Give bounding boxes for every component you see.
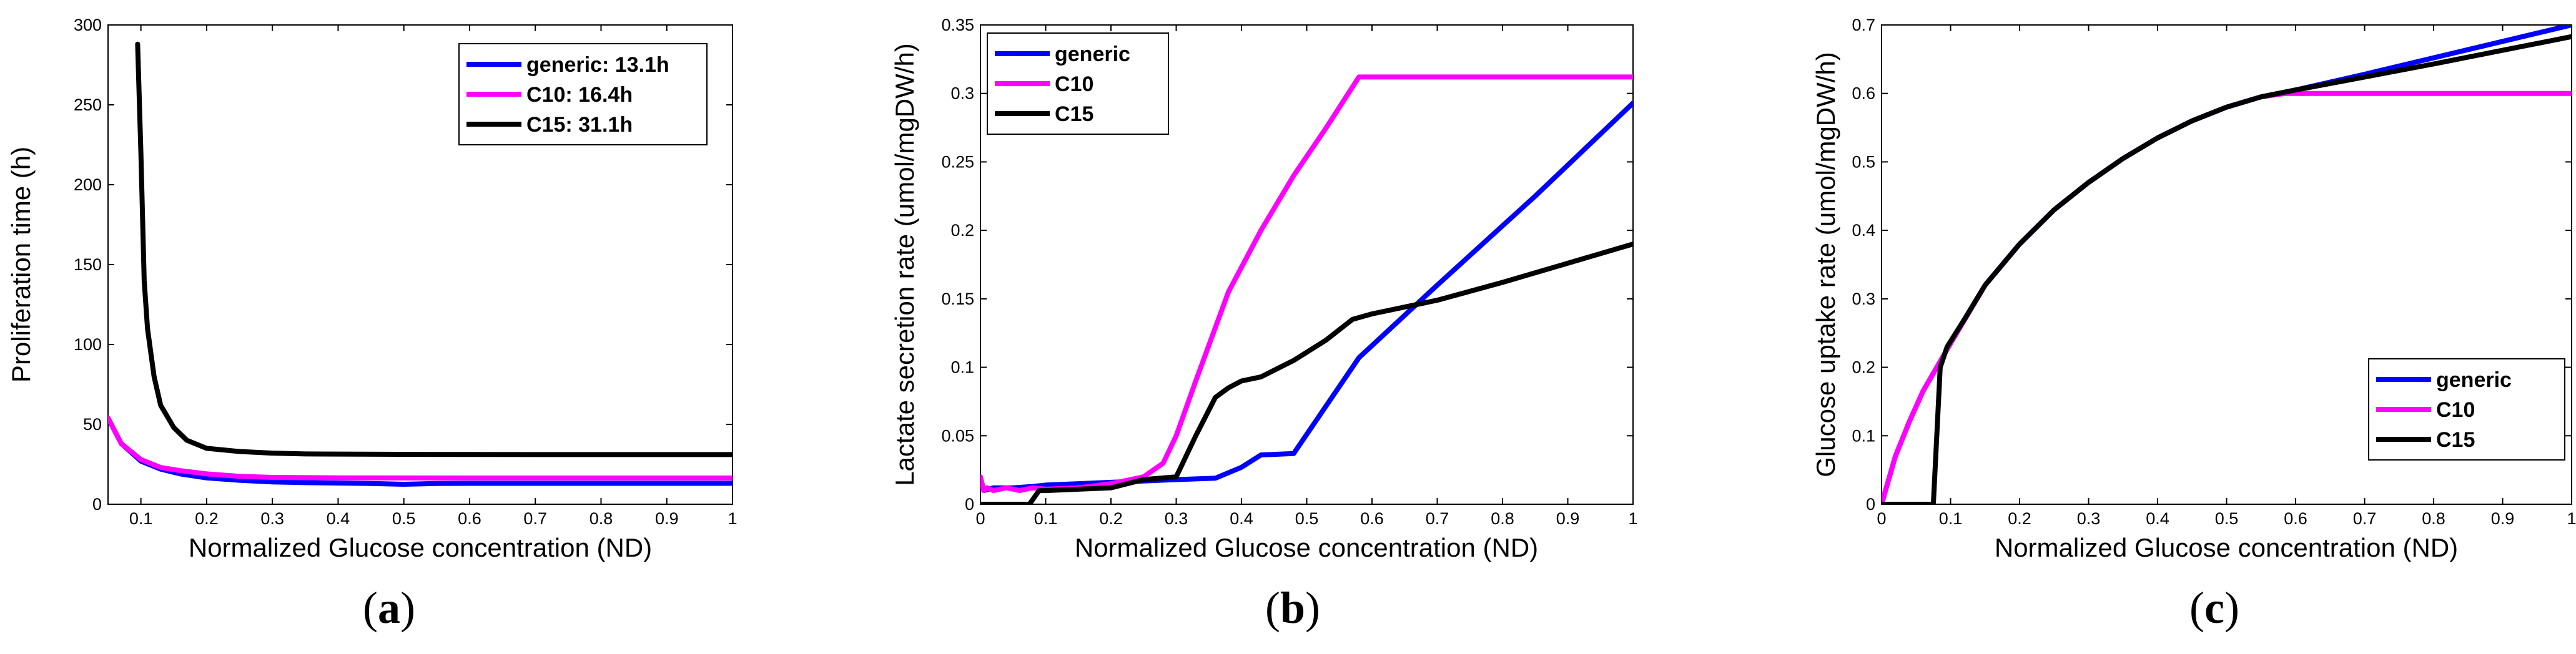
x-tick-label-a: 0.4 (327, 509, 350, 528)
y-tick-label-b: 0.35 (941, 16, 974, 34)
x-tick-label-a: 0.5 (392, 509, 416, 528)
x-tick-label-b: 0.9 (1556, 509, 1580, 528)
x-tick-label-c: 0.9 (2491, 509, 2515, 528)
y-tick-label-c: 0.1 (1852, 426, 1875, 445)
xlabel-b: Normalized Glucose concentration (ND) (1075, 533, 1538, 562)
x-tick-label-b: 0.7 (1426, 509, 1449, 528)
caption-c: (c) (2189, 583, 2239, 633)
legend-b: generic C10 C15 (987, 32, 1169, 135)
x-tick-label-c: 0.1 (1939, 509, 1963, 528)
x-tick-label-c: 0.2 (2008, 509, 2031, 528)
y-tick-label-c: 0 (1866, 495, 1875, 514)
y-tick-label-a: 0 (92, 495, 102, 514)
legend-label-a-1: C10: 16.4h (526, 83, 633, 107)
x-tick-label-a: 0.1 (129, 509, 153, 528)
xlabel-c: Normalized Glucose concentration (ND) (1995, 533, 2458, 562)
x-tick-label-c: 0.6 (2284, 509, 2307, 528)
caption-b: (b) (1265, 583, 1320, 633)
x-tick-label-c: 0.8 (2422, 509, 2445, 528)
x-tick-label-b: 0.2 (1099, 509, 1123, 528)
x-tick-label-a: 0.9 (655, 509, 679, 528)
x-tick-label-a: 1 (728, 509, 737, 528)
y-tick-label-b: 0.3 (950, 84, 974, 103)
series-line-a-2 (135, 41, 733, 457)
y-tick-label-b: 0.2 (950, 221, 974, 240)
caption-a: (a) (363, 583, 415, 633)
ylabel-c: Glucose uptake rate (umol/mgDW/h) (1811, 52, 1840, 477)
caption-a-letter: a (378, 583, 400, 633)
y-tick-label-a: 300 (74, 16, 102, 34)
x-tick-label-b: 0.1 (1034, 509, 1058, 528)
legend-label-b-2: C15 (1055, 102, 1093, 126)
y-tick-label-b: 0.15 (941, 290, 974, 308)
legend-label-a-2: C15: 31.1h (526, 113, 633, 137)
legend-label-a-0: generic: 13.1h (526, 53, 669, 77)
x-tick-label-c: 0.7 (2353, 509, 2377, 528)
chart-panel-b: Lactate secretion rate (umol/mgDW/h) Nor… (890, 16, 1638, 633)
y-tick-label-b: 0.1 (950, 358, 974, 377)
series-group-b (980, 74, 1633, 504)
x-tick-label-b: 0.4 (1230, 509, 1253, 528)
chart-panel-a: Proliferation time (h) Normalized Glucos… (6, 16, 738, 633)
x-tick-label-c: 0.4 (2146, 509, 2169, 528)
y-tick-label-b: 0 (965, 495, 974, 514)
x-tick-label-c: 0.5 (2215, 509, 2239, 528)
x-tick-label-b: 0.8 (1491, 509, 1514, 528)
legend-label-b-0: generic (1055, 42, 1130, 66)
y-tick-label-a: 150 (74, 255, 102, 274)
y-tick-label-c: 0.3 (1852, 290, 1875, 308)
legend-label-c-1: C10 (2436, 398, 2475, 422)
ylabel-b: Lactate secretion rate (umol/mgDW/h) (890, 43, 919, 486)
x-tick-label-c: 1 (2567, 509, 2576, 528)
y-tick-label-c: 0.2 (1852, 358, 1875, 377)
y-tick-label-a: 100 (74, 335, 102, 354)
ylabel-a: Proliferation time (h) (6, 147, 36, 383)
x-tick-label-b: 0.3 (1165, 509, 1188, 528)
x-tick-label-c: 0 (1877, 509, 1886, 528)
caption-b-letter: b (1280, 583, 1305, 633)
legend-label-b-1: C10 (1055, 72, 1093, 96)
y-tick-label-c: 0.6 (1852, 84, 1875, 103)
series-line-a-1 (108, 415, 733, 481)
x-tick-label-a: 0.8 (590, 509, 613, 528)
y-tick-label-a: 50 (83, 415, 102, 434)
series-line-b-1 (980, 74, 1633, 494)
x-tick-label-a: 0.7 (523, 509, 547, 528)
series-group-c (1882, 25, 2572, 504)
x-tick-label-b: 0 (975, 509, 985, 528)
y-tick-label-a: 200 (74, 175, 102, 194)
y-tick-label-a: 250 (74, 95, 102, 114)
x-tick-label-b: 0.6 (1360, 509, 1384, 528)
x-tick-label-c: 0.3 (2077, 509, 2101, 528)
xlabel-a: Normalized Glucose concentration (ND) (189, 533, 652, 562)
x-tick-label-b: 1 (1628, 509, 1637, 528)
x-tick-label-a: 0.6 (458, 509, 481, 528)
x-tick-label-a: 0.2 (195, 509, 219, 528)
legend-label-c-2: C15 (2436, 428, 2475, 452)
y-tick-label-b: 0.05 (941, 426, 974, 445)
caption-c-letter: c (2204, 583, 2224, 633)
x-tick-label-b: 0.5 (1295, 509, 1319, 528)
y-tick-label-c: 0.4 (1852, 221, 1875, 240)
x-tick-label-a: 0.3 (260, 509, 284, 528)
y-tick-label-c: 0.5 (1852, 152, 1875, 171)
series-line-b-2 (980, 242, 1633, 504)
legend-a: generic: 13.1h C10: 16.4h C15: 31.1h (458, 43, 708, 145)
y-tick-label-b: 0.25 (941, 152, 974, 171)
legend-c: generic C10 C15 (2368, 358, 2565, 461)
series-line-c-2 (1882, 34, 2572, 504)
series-group-a (108, 41, 733, 487)
legend-label-c-0: generic (2436, 368, 2512, 392)
y-tick-label-c: 0.7 (1852, 16, 1875, 34)
chart-panel-c: Glucose uptake rate (umol/mgDW/h) Normal… (1811, 16, 2576, 633)
